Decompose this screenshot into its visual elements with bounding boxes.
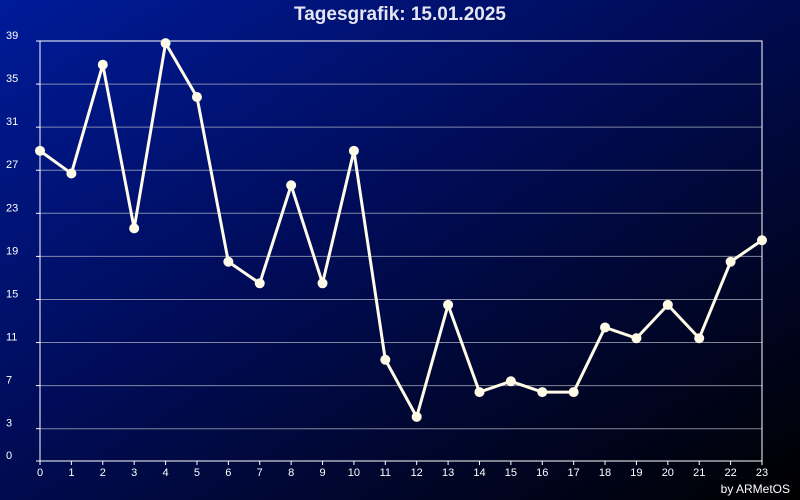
data-point (505, 376, 516, 387)
data-point (631, 333, 642, 344)
plot-frame (39, 40, 763, 462)
series-line (38, 41, 764, 419)
series-group (35, 38, 767, 422)
credit-text: by ARMetOS (720, 482, 790, 496)
y-tick-label: 0 (6, 450, 12, 462)
y-tick-label: 27 (6, 159, 18, 171)
x-tick-label: 18 (599, 467, 611, 479)
data-point (129, 223, 140, 234)
y-tick-label: 11 (6, 332, 17, 344)
x-tick-label: 2 (100, 467, 106, 479)
x-tick-label: 3 (131, 467, 137, 479)
data-point (600, 322, 611, 333)
data-point (757, 235, 767, 246)
data-point (286, 180, 297, 191)
y-tick-label: 15 (6, 288, 18, 300)
x-tick-label: 8 (288, 467, 294, 479)
data-point (191, 92, 202, 102)
x-tick-label: 19 (630, 467, 642, 479)
x-tick-label: 12 (411, 467, 423, 479)
x-tick-label: 0 (37, 467, 43, 479)
x-tick-label: 6 (225, 467, 231, 479)
x-tick-label: 1 (68, 467, 74, 479)
data-point (443, 299, 454, 310)
x-tick-label: 23 (756, 467, 768, 479)
data-point (348, 145, 359, 156)
y-tick-label: 35 (6, 73, 18, 85)
data-point (694, 333, 705, 344)
y-tick-label: 7 (6, 375, 12, 387)
x-tick-label: 21 (693, 467, 705, 479)
data-point (35, 145, 45, 156)
plot-border (39, 40, 763, 462)
data-point (160, 38, 171, 49)
y-tick-label: 19 (6, 245, 18, 257)
grid-lines (40, 40, 762, 430)
data-point (66, 168, 77, 179)
data-point (662, 299, 673, 310)
data-point (568, 387, 579, 398)
x-axis-ticks: 0 1 2 3 4 5 6 7 8 9 10 11 12 13 14 15 16 17 18 19 20 21 22 23 (37, 461, 768, 479)
x-tick-label: 15 (505, 467, 517, 479)
x-tick-label: 20 (662, 467, 674, 479)
x-tick-label: 5 (194, 467, 200, 479)
data-point (380, 354, 391, 365)
x-tick-label: 16 (536, 467, 548, 479)
y-tick-label: 23 (6, 202, 18, 214)
x-tick-label: 7 (257, 467, 263, 479)
y-tick-label: 3 (6, 418, 12, 430)
data-point (254, 278, 265, 289)
y-tick-label: 31 (6, 116, 18, 128)
data-point (97, 59, 108, 70)
x-tick-label: 10 (348, 467, 360, 479)
data-point (537, 387, 548, 398)
y-tick-label: 39 (6, 30, 18, 42)
x-tick-label: 4 (163, 467, 169, 479)
data-point (411, 411, 422, 422)
data-point (474, 387, 485, 398)
data-point (725, 256, 736, 267)
x-tick-label: 22 (724, 467, 736, 479)
y-axis-ticks: 0 3 7 11 15 19 23 27 31 35 39 (6, 30, 40, 462)
chart-title: Tagesgrafik: 15.01.2025 (294, 4, 506, 25)
x-tick-label: 9 (319, 467, 325, 479)
data-point (223, 256, 234, 267)
x-tick-label: 11 (380, 467, 391, 479)
x-tick-label: 13 (442, 467, 454, 479)
data-point (317, 278, 328, 289)
x-tick-label: 17 (568, 467, 580, 479)
x-tick-label: 14 (473, 467, 485, 479)
